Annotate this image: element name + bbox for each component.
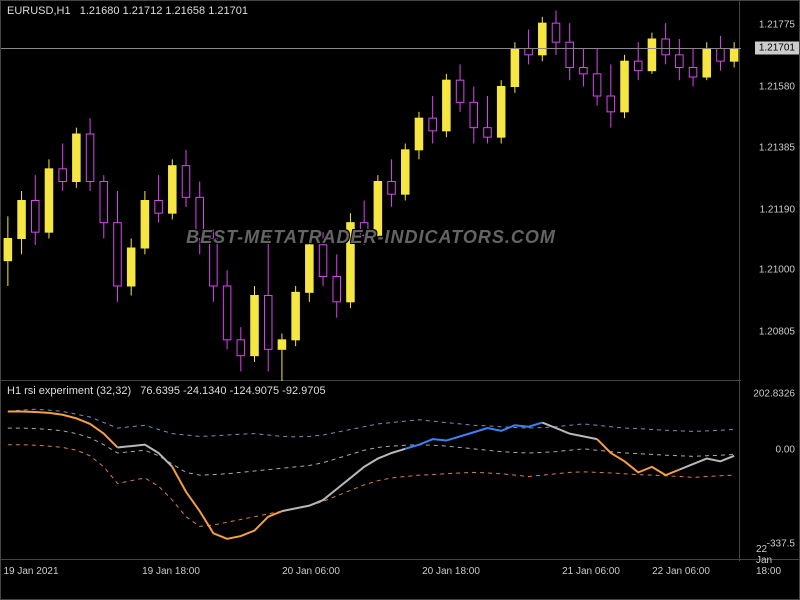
watermark-text: BEST-METATRADER-INDICATORS.COM xyxy=(1,227,741,248)
x-tick-label: 21 Jan 06:00 xyxy=(562,566,620,577)
sub-chart-header: H1 rsi experiment (32,32) 76.6395 -24.13… xyxy=(7,385,326,397)
y-tick-sub-label: 0.00 xyxy=(776,445,795,456)
main-chart-area[interactable]: BEST-METATRADER-INDICATORS.COM xyxy=(1,1,741,381)
y-tick-label: 1.21775 xyxy=(759,19,795,30)
y-tick-label: 1.21580 xyxy=(759,81,795,92)
ohlc-label: 1.21680 1.21712 1.21658 1.21701 xyxy=(80,5,248,17)
current-price-line xyxy=(1,48,741,49)
y-tick-label: 1.20805 xyxy=(759,326,795,337)
main-y-axis: 1.21775 1.21580 1.21385 1.21190 1.21000 1.208… xyxy=(739,1,799,381)
x-tick-label: 19 Jan 18:00 xyxy=(142,566,200,577)
x-axis: 19 Jan 2021 19 Jan 18:00 20 Jan 06:00 20 Ja… xyxy=(1,559,800,599)
y-tick-label: 1.21385 xyxy=(759,143,795,154)
sub-chart-svg xyxy=(1,381,741,561)
x-tick-label: 19 Jan 2021 xyxy=(3,566,58,577)
y-tick-label: 1.21000 xyxy=(759,265,795,276)
x-tick-label: 22 Jan 18:00 xyxy=(756,544,786,577)
x-tick-label: 20 Jan 18:00 xyxy=(422,566,480,577)
sub-chart-area[interactable] xyxy=(1,381,741,561)
symbol-label: EURUSD,H1 xyxy=(7,5,71,17)
main-chart-svg xyxy=(1,1,741,381)
x-tick-label: 22 Jan 06:00 xyxy=(652,566,710,577)
x-tick-label: 20 Jan 06:00 xyxy=(282,566,340,577)
y-tick-label: 1.21190 xyxy=(760,205,795,216)
indicator-name: H1 rsi experiment (32,32) xyxy=(7,385,131,397)
indicator-values: 76.6395 -24.1340 -124.9075 -92.9705 xyxy=(140,385,325,397)
main-chart-header: EURUSD,H1 1.21680 1.21712 1.21658 1.2170… xyxy=(7,5,248,17)
sub-y-axis: 202.83260.00-337.5 xyxy=(739,381,799,561)
chart-container: EURUSD,H1 1.21680 1.21712 1.21658 1.2170… xyxy=(0,0,800,600)
current-price-box: 1.21701 xyxy=(755,42,799,55)
y-tick-sub-label: 202.8326 xyxy=(753,389,795,400)
